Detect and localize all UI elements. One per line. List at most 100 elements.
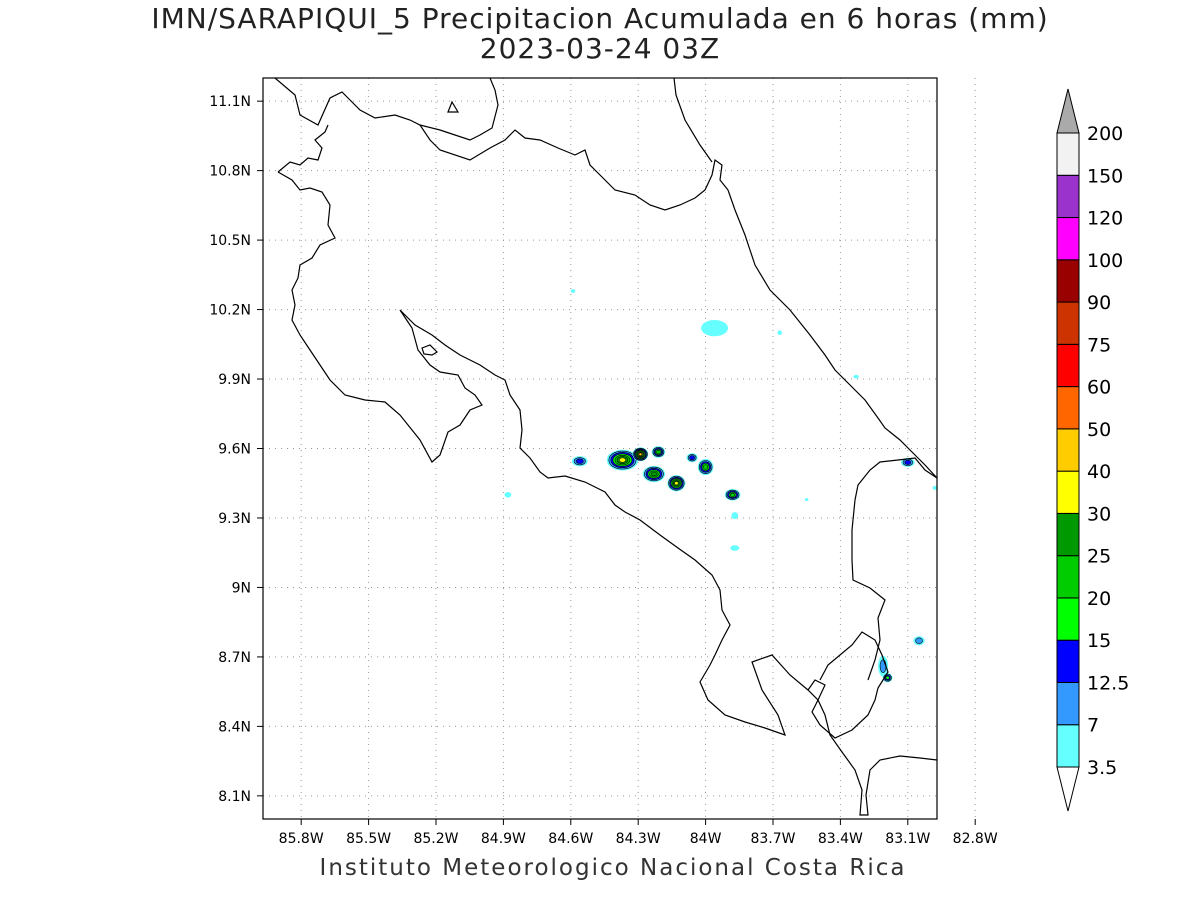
pacific-coast-north [277, 171, 937, 816]
colorbar-label: 12.5 [1087, 672, 1129, 694]
rain-cell [730, 545, 740, 551]
y-tick-label: 9.3N [218, 511, 251, 527]
rain-contour-level-0 [570, 289, 576, 293]
rain-cell [983, 665, 994, 672]
colorbar-box [1056, 681, 1080, 726]
y-tick-label: 8.1N [218, 789, 251, 805]
rain-cell [701, 319, 729, 337]
colorbar-box [1056, 639, 1080, 683]
credit-footer: Instituto Meteorologico Nacional Costa R… [319, 855, 907, 881]
rain-cell [504, 492, 512, 498]
rain-cell [632, 447, 649, 462]
rain-contour-level-7 [638, 452, 643, 457]
rain-cell [804, 497, 809, 501]
x-tick-label: 85.5W [346, 831, 391, 847]
colorbar-label: 60 [1087, 377, 1111, 399]
rain-contour-level-5 [650, 471, 657, 477]
y-tick-label: 10.5N [209, 233, 251, 249]
colorbar-label: 20 [1087, 588, 1111, 610]
colorbar-label: 75 [1087, 334, 1111, 356]
colorbar-label: 150 [1087, 165, 1123, 187]
rain-cell [570, 289, 576, 293]
colorbar-above-triangle [1056, 88, 1080, 134]
rain-contour-level-4 [656, 450, 661, 454]
y-tick-label: 9.6N [218, 442, 251, 458]
colorbar-box [1056, 132, 1080, 176]
x-tick-label: 83.7W [750, 831, 795, 847]
colorbar-box [1056, 301, 1080, 345]
rain-contour-level-2 [689, 455, 695, 461]
rain-cell [606, 449, 639, 471]
x-tick-label: 84.6W [548, 831, 593, 847]
precipitation-field [504, 289, 1017, 683]
rain-contour-level-0 [983, 665, 994, 672]
lake-island [447, 100, 460, 113]
rain-cell [932, 486, 937, 490]
gridlines [263, 78, 976, 819]
rain-cell [686, 453, 698, 463]
caribbean-coast [673, 78, 937, 479]
x-tick-label: 84W [690, 831, 722, 847]
colorbar-label: 100 [1087, 250, 1123, 272]
colorbar-legend: 3.5 7 12.5 15 20 25 30 40 50 60 75 90 100 120 150 200 [1056, 88, 1129, 812]
rain-cell [969, 492, 977, 500]
colorbar-box [1056, 259, 1080, 303]
colorbar-below-triangle [1056, 766, 1080, 812]
rain-contour-level-1 [970, 493, 975, 498]
rain-contour-level-4 [730, 492, 736, 497]
x-tick-label: 85.2W [413, 831, 458, 847]
rain-contour-level-0 [969, 492, 977, 500]
x-tick-label: 83.1W [885, 831, 930, 847]
x-tick-label: 84.9W [481, 831, 526, 847]
rain-contour-level-3 [885, 675, 890, 680]
rain-cell [882, 673, 893, 683]
rain-contour-level-0 [504, 492, 512, 498]
colorbar-label: 40 [1087, 461, 1111, 483]
colorbar-label: 25 [1087, 546, 1111, 568]
y-tick-label: 10.2N [209, 303, 251, 319]
rain-cell [667, 475, 686, 492]
colorbar-box [1056, 555, 1080, 599]
rain-contour-level-0 [777, 330, 782, 336]
y-tick-label: 11.1N [209, 94, 251, 110]
rain-contour-level-0 [965, 391, 976, 400]
rain-contour-level-0 [730, 545, 740, 551]
rain-cell [777, 330, 782, 336]
rain-contour-level-0 [731, 512, 739, 520]
colorbar-label: 30 [1087, 503, 1111, 525]
rain-contour-level-0 [932, 486, 937, 490]
y-tick-label: 8.7N [218, 650, 251, 666]
rain-cell [724, 489, 741, 501]
colorbar-box [1056, 174, 1080, 219]
colorbar-box [1056, 724, 1080, 768]
colorbar-box [1056, 428, 1080, 472]
y-tick-label: 8.4N [218, 719, 251, 735]
y-tick-label: 9.9N [218, 372, 251, 388]
rain-contour-level-6 [618, 457, 627, 463]
axes: 85.8W 85.5W 85.2W 84.9W 84.6W 84.3W 84W 83.7W 83… [209, 94, 998, 847]
rain-contour-level-2 [904, 460, 912, 465]
map-subtitle-datetime: 2023-03-24 03Z [479, 32, 721, 65]
rain-cell [651, 446, 666, 458]
border-panama [851, 457, 937, 681]
colorbar-label: 120 [1087, 208, 1123, 230]
coastlines-borders [274, 78, 937, 816]
rain-cell [853, 374, 859, 379]
x-tick-label: 83.4W [818, 831, 863, 847]
border-nicaragua [277, 124, 729, 211]
rain-contour-level-0 [853, 374, 859, 379]
rain-cell [1010, 525, 1017, 539]
colorbar-box [1056, 597, 1080, 641]
rain-cell [901, 457, 915, 468]
colorbar-label: 200 [1087, 123, 1123, 145]
rain-contour-level-1 [879, 659, 887, 673]
rain-cell [731, 512, 739, 520]
colorbar-label: 3.5 [1087, 757, 1117, 779]
colorbar-label: 7 [1087, 715, 1099, 737]
colorbar-box [1056, 512, 1080, 557]
rain-cell [571, 456, 588, 467]
rain-contour-level-1 [915, 637, 923, 644]
rain-contour-level-0 [990, 386, 997, 409]
rain-cell [990, 386, 997, 409]
